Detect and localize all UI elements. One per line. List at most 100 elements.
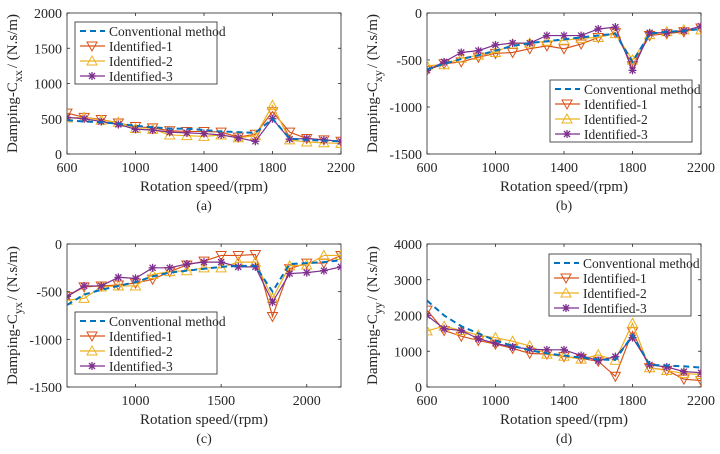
legend: Conventional methodIdentified-1Identifie… — [549, 79, 701, 143]
marker-stroke — [149, 126, 157, 134]
y-label-main: Damping-C — [365, 314, 381, 385]
data-point — [302, 134, 311, 143]
data-point — [645, 360, 654, 369]
marker-stroke — [303, 269, 311, 277]
y-tick-label: 0 — [55, 238, 62, 253]
y-tick-label: 4000 — [394, 238, 422, 253]
marker-stroke — [697, 25, 701, 30]
data-point — [266, 107, 279, 118]
data-point — [575, 39, 587, 51]
marker-stroke — [80, 282, 88, 290]
legend-entry: Identified-2 — [555, 112, 648, 127]
series-conventional-method — [427, 27, 701, 71]
y-tick-label: -1000 — [29, 333, 62, 348]
marker-stroke — [67, 113, 71, 119]
legend-marker — [561, 112, 573, 124]
data-point — [335, 249, 341, 260]
y-axis-label: Damping-Cxx / (N.s/m) — [5, 14, 25, 153]
data-point — [427, 59, 433, 71]
y-label-unit: / (N.s/m) — [365, 14, 381, 68]
data-point — [78, 292, 90, 303]
marker-stroke — [560, 346, 568, 354]
data-point — [283, 127, 296, 139]
data-point — [594, 356, 603, 365]
legend-entry: Identified-3 — [554, 301, 647, 316]
marker-stroke — [217, 131, 225, 139]
legend-label: Identified-1 — [109, 329, 173, 344]
data-point — [182, 128, 191, 137]
legend-marker — [88, 72, 96, 80]
marker-stroke — [234, 134, 242, 142]
series-line — [67, 117, 341, 143]
marker-stroke — [563, 130, 571, 138]
y-tick-label: 0 — [55, 148, 62, 163]
legend-entry: Conventional method — [555, 82, 701, 97]
marker-stroke — [337, 137, 341, 143]
series-line — [427, 27, 701, 71]
x-tick-label: 1000 — [122, 394, 150, 409]
panel-label: (b) — [556, 199, 573, 214]
x-tick-label: 2200 — [327, 161, 355, 176]
marker-stroke — [337, 265, 341, 271]
marker-stroke — [697, 369, 701, 374]
data-point — [611, 23, 620, 32]
legend: Conventional methodIdentified-1Identifie… — [548, 253, 700, 317]
marker-stroke — [286, 270, 294, 278]
marker-stroke — [629, 334, 636, 342]
y-label-main: Damping-C — [5, 82, 21, 153]
legend: Conventional methodIdentified-1Identifie… — [74, 21, 226, 85]
marker-stroke — [646, 29, 654, 37]
y-tick-label: 3000 — [394, 274, 422, 289]
marker-stroke — [509, 39, 517, 47]
data-point — [695, 368, 701, 379]
data-point — [491, 40, 500, 49]
x-tick-label: 1000 — [482, 394, 510, 409]
marker-stroke — [562, 304, 570, 312]
series-line — [427, 299, 701, 369]
marker-stroke — [166, 264, 174, 272]
marker-stroke — [132, 125, 139, 133]
data-point — [131, 274, 140, 283]
data-point — [455, 52, 468, 63]
x-tick-label: 2200 — [687, 394, 715, 409]
data-point — [319, 266, 328, 275]
x-axis-label: Rotation speed/(rpm) — [140, 179, 268, 195]
x-tick-label: 600 — [417, 161, 438, 176]
y-tick-label: -1500 — [389, 148, 422, 163]
data-point — [318, 249, 330, 260]
data-point — [215, 250, 227, 262]
x-axis-label: Rotation speed/(rpm) — [140, 412, 268, 428]
data-point — [594, 24, 603, 33]
y-label-unit: / (N.s/m) — [5, 246, 21, 300]
data-point — [440, 324, 449, 333]
y-tick-label: -1000 — [389, 101, 422, 116]
data-point — [114, 273, 123, 282]
series-conventional-method — [67, 117, 341, 143]
subplot-d: 600 1000 1400 1800 2200 0 1000 2000 3000 4000 Rota… — [365, 238, 715, 447]
data-point — [678, 367, 690, 378]
x-tick-label: 1500 — [207, 394, 235, 409]
data-point — [560, 345, 568, 354]
legend-entry: Identified-3 — [80, 359, 173, 374]
y-tick-label: 0 — [415, 381, 422, 396]
data-point — [697, 22, 701, 31]
marker-stroke — [440, 325, 448, 333]
legend-entry: Identified-2 — [80, 54, 173, 69]
series-identified-3 — [67, 258, 341, 307]
data-point — [457, 48, 466, 57]
marker-stroke — [509, 343, 517, 351]
data-point — [80, 281, 89, 290]
marker-stroke — [611, 23, 619, 31]
marker-stroke — [697, 22, 701, 28]
data-point — [427, 324, 433, 336]
y-tick-label: -500 — [36, 286, 62, 301]
legend-label: Identified-3 — [109, 69, 173, 84]
y-label-unit: / (N.s/m) — [5, 14, 21, 68]
marker-stroke — [183, 129, 191, 137]
marker-stroke — [427, 312, 431, 317]
marker-stroke — [234, 263, 242, 271]
legend-entry: Identified-2 — [554, 286, 647, 301]
marker-stroke — [457, 327, 465, 334]
y-tick-label: -500 — [396, 54, 422, 69]
legend-marker — [86, 41, 98, 53]
